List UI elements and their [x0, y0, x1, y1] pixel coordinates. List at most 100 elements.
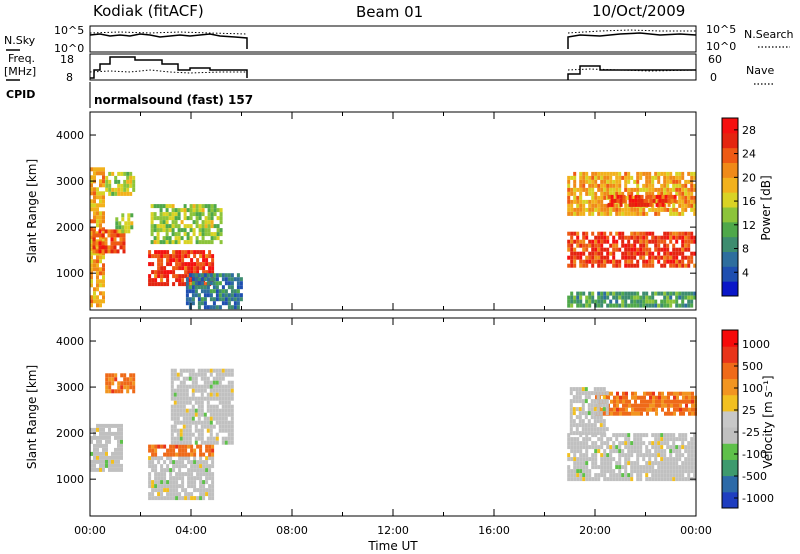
data-cell — [603, 299, 607, 304]
data-cell — [678, 433, 682, 438]
data-cell — [200, 273, 204, 278]
data-cell — [610, 399, 613, 404]
data-cell — [693, 211, 697, 216]
data-cell — [630, 247, 634, 252]
data-cell — [588, 299, 592, 304]
data-cell — [576, 437, 580, 442]
data-cell — [587, 427, 591, 432]
data-cell — [639, 207, 643, 212]
data-cell — [666, 433, 670, 438]
data-cell — [567, 263, 571, 268]
data-cell — [227, 432, 231, 437]
data-cell — [693, 195, 697, 200]
data-cell — [215, 404, 219, 409]
data-cell — [221, 372, 225, 377]
data-cell — [693, 473, 697, 478]
data-cell — [676, 399, 679, 404]
data-cell — [157, 480, 161, 485]
data-cell — [624, 303, 628, 308]
data-cell — [612, 449, 616, 454]
data-cell — [684, 195, 688, 200]
data-cell — [609, 453, 613, 458]
data-cell — [179, 440, 183, 445]
data-cell — [171, 240, 175, 245]
data-cell — [597, 251, 601, 256]
data-cell — [169, 480, 173, 485]
data-cell — [624, 469, 628, 474]
data-cell — [176, 416, 180, 421]
data-cell — [204, 224, 208, 229]
colorbar-tick-label: 100 — [742, 382, 763, 395]
data-cell — [625, 391, 628, 396]
data-cell — [205, 254, 209, 259]
data-cell — [160, 262, 164, 267]
data-cell — [160, 282, 164, 287]
data-cell — [687, 239, 691, 244]
data-cell — [663, 295, 667, 300]
data-cell — [198, 240, 202, 245]
data-cell — [652, 407, 655, 412]
data-cell — [630, 187, 634, 192]
data-cell — [675, 445, 679, 450]
data-cell — [195, 208, 199, 213]
colorbar-segment — [722, 330, 738, 347]
data-cell — [113, 229, 117, 234]
data-cell — [675, 473, 679, 478]
nsky-trace — [89, 33, 248, 49]
data-cell — [176, 436, 180, 441]
data-cell — [208, 496, 212, 501]
data-cell — [654, 291, 658, 296]
data-cell — [612, 251, 616, 256]
data-cell — [187, 274, 191, 279]
data-cell — [162, 216, 166, 221]
data-cell — [645, 259, 649, 264]
data-cell — [199, 464, 203, 469]
data-cell — [575, 415, 579, 420]
data-cell — [187, 266, 191, 271]
data-cell — [122, 233, 126, 238]
data-cell — [114, 187, 118, 192]
data-cell — [172, 496, 176, 501]
data-cell — [194, 424, 198, 429]
data-cell — [102, 195, 105, 200]
data-cell — [99, 255, 102, 260]
data-cell — [690, 295, 694, 300]
data-cell — [115, 217, 119, 222]
data-cell — [657, 461, 661, 466]
data-cell — [95, 249, 99, 254]
data-cell — [579, 299, 583, 304]
data-cell — [105, 385, 109, 390]
data-cell — [591, 231, 595, 236]
colorbar-tick-label: -1000 — [742, 492, 774, 505]
data-cell — [209, 388, 213, 393]
data-cell — [651, 239, 655, 244]
data-cell — [660, 247, 664, 252]
data-cell — [192, 204, 196, 209]
data-cell — [672, 263, 676, 268]
data-cell — [181, 488, 185, 493]
data-cell — [177, 228, 181, 233]
data-cell — [672, 235, 676, 240]
data-cell — [173, 440, 177, 445]
data-cell — [172, 444, 176, 449]
data-cell — [582, 437, 586, 442]
data-cell — [654, 453, 658, 458]
data-cell — [105, 179, 109, 184]
data-cell — [110, 229, 114, 234]
data-cell — [160, 278, 164, 283]
data-cell — [652, 391, 655, 396]
data-cell — [181, 278, 185, 283]
data-cell — [643, 202, 647, 207]
data-cell — [110, 237, 114, 242]
data-cell — [154, 270, 158, 275]
nsky-label: N.Sky — [4, 34, 36, 47]
data-cell — [597, 239, 601, 244]
data-cell — [663, 231, 667, 236]
data-cell — [678, 445, 682, 450]
data-cell — [190, 444, 194, 449]
data-cell — [585, 295, 589, 300]
data-cell — [624, 465, 628, 470]
data-cell — [684, 303, 688, 308]
data-cell — [643, 407, 646, 412]
data-cell — [627, 441, 631, 446]
